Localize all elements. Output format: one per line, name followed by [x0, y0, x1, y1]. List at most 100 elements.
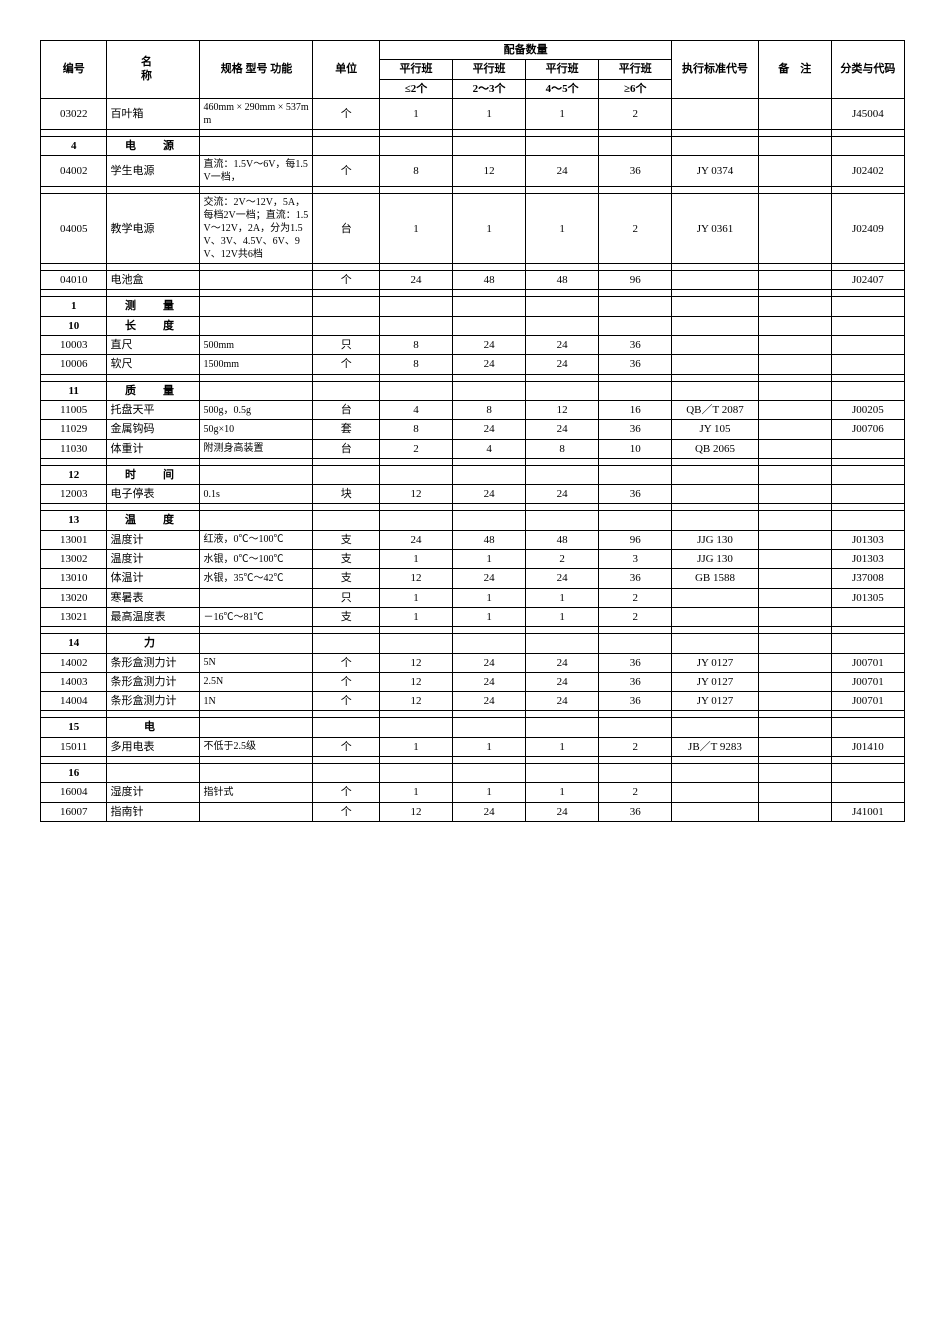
cell-q1: 12: [379, 802, 452, 821]
header-parallel-2: 平行班: [453, 60, 526, 79]
cell-spec: [200, 465, 313, 484]
cell-q4: 16: [599, 400, 672, 419]
cell-std: [672, 336, 758, 355]
spacer-cell: [107, 757, 200, 764]
cell-id: 13002: [41, 550, 107, 569]
spacer-cell: [599, 374, 672, 381]
cell-q1: [379, 764, 452, 783]
cell-q3: [526, 511, 599, 530]
cell-name: 体温计: [107, 569, 200, 588]
table-row: 04010电池盒个24484896J02407: [41, 271, 905, 290]
spacer-cell: [41, 504, 107, 511]
spacer-cell: [379, 627, 452, 634]
cell-unit: [313, 764, 379, 783]
table-header: 编号 名 称 规格 型号 功能 单位 配备数量 执行标准代号 备 注 分类与代码…: [41, 41, 905, 99]
cell-q1: [379, 465, 452, 484]
cell-q4: 2: [599, 783, 672, 802]
cell-q2: 24: [453, 569, 526, 588]
cell-unit: [313, 718, 379, 737]
cell-q3: 24: [526, 802, 599, 821]
cell-remark: [758, 336, 831, 355]
spacer-cell: [831, 627, 904, 634]
table-row: 11030体重计附测身高装置台24810QB 2065: [41, 439, 905, 458]
cell-q2: [453, 316, 526, 335]
cell-std: QB 2065: [672, 439, 758, 458]
section-name: 质 量: [107, 381, 200, 400]
section-name: 温 度: [107, 511, 200, 530]
spacer-cell: [107, 458, 200, 465]
cell-name: 温度计: [107, 550, 200, 569]
cell-q4: 96: [599, 271, 672, 290]
spacer-cell: [526, 504, 599, 511]
cell-id: 12003: [41, 485, 107, 504]
table-row: 12003电子停表0.1s块12242436: [41, 485, 905, 504]
cell-remark: [758, 550, 831, 569]
cell-remark: [758, 569, 831, 588]
cell-unit: 支: [313, 550, 379, 569]
spacer-cell: [526, 757, 599, 764]
cell-code: J00205: [831, 400, 904, 419]
cell-std: GB 1588: [672, 569, 758, 588]
spacer-cell: [107, 504, 200, 511]
spacer-cell: [41, 290, 107, 297]
cell-q4: [599, 634, 672, 653]
cell-q4: 2: [599, 737, 672, 756]
cell-code: [831, 465, 904, 484]
spacer-cell: [672, 458, 758, 465]
spacer-cell: [41, 458, 107, 465]
cell-spec: [200, 136, 313, 155]
cell-code: [831, 783, 904, 802]
cell-q1: 24: [379, 271, 452, 290]
spacer-cell: [200, 757, 313, 764]
spacer-cell: [379, 187, 452, 194]
spacer-cell: [453, 504, 526, 511]
cell-std: [672, 588, 758, 607]
cell-id: 13020: [41, 588, 107, 607]
table-row: 14002条形盒测力计5N个12242436JY 0127J00701: [41, 653, 905, 672]
section-name: [107, 764, 200, 783]
spacer-cell: [379, 129, 452, 136]
cell-std: [672, 316, 758, 335]
spacer-cell: [453, 129, 526, 136]
section-name: 力: [107, 634, 200, 653]
cell-unit: [313, 465, 379, 484]
cell-name: 指南针: [107, 802, 200, 821]
cell-spec: [200, 511, 313, 530]
cell-q1: [379, 634, 452, 653]
spacer-cell: [599, 129, 672, 136]
spacer-cell: [379, 504, 452, 511]
cell-code: [831, 634, 904, 653]
cell-name: 最高温度表: [107, 607, 200, 626]
spacer-row: [41, 757, 905, 764]
spacer-cell: [831, 290, 904, 297]
table-row: 13020寒暑表只1112J01305: [41, 588, 905, 607]
spacer-cell: [526, 711, 599, 718]
cell-q4: [599, 764, 672, 783]
cell-q3: 24: [526, 485, 599, 504]
spacer-cell: [599, 290, 672, 297]
section-row: 4电 源: [41, 136, 905, 155]
cell-std: [672, 634, 758, 653]
cell-q3: [526, 381, 599, 400]
cell-id: 16007: [41, 802, 107, 821]
spacer-cell: [672, 757, 758, 764]
cell-std: [672, 136, 758, 155]
spacer-cell: [107, 374, 200, 381]
cell-q3: 1: [526, 98, 599, 129]
cell-q1: 8: [379, 420, 452, 439]
cell-q3: 24: [526, 653, 599, 672]
cell-id: 11029: [41, 420, 107, 439]
spacer-cell: [200, 711, 313, 718]
section-row: 13温 度: [41, 511, 905, 530]
cell-spec: [200, 588, 313, 607]
cell-q1: 8: [379, 355, 452, 374]
cell-remark: [758, 156, 831, 187]
cell-remark: [758, 764, 831, 783]
section-id: 14: [41, 634, 107, 653]
cell-remark: [758, 672, 831, 691]
cell-q4: [599, 465, 672, 484]
table-body: 03022百叶箱460mm × 290mm × 537mm个1112J45004…: [41, 98, 905, 821]
spacer-cell: [599, 187, 672, 194]
cell-q2: 1: [453, 194, 526, 264]
spacer-cell: [599, 757, 672, 764]
